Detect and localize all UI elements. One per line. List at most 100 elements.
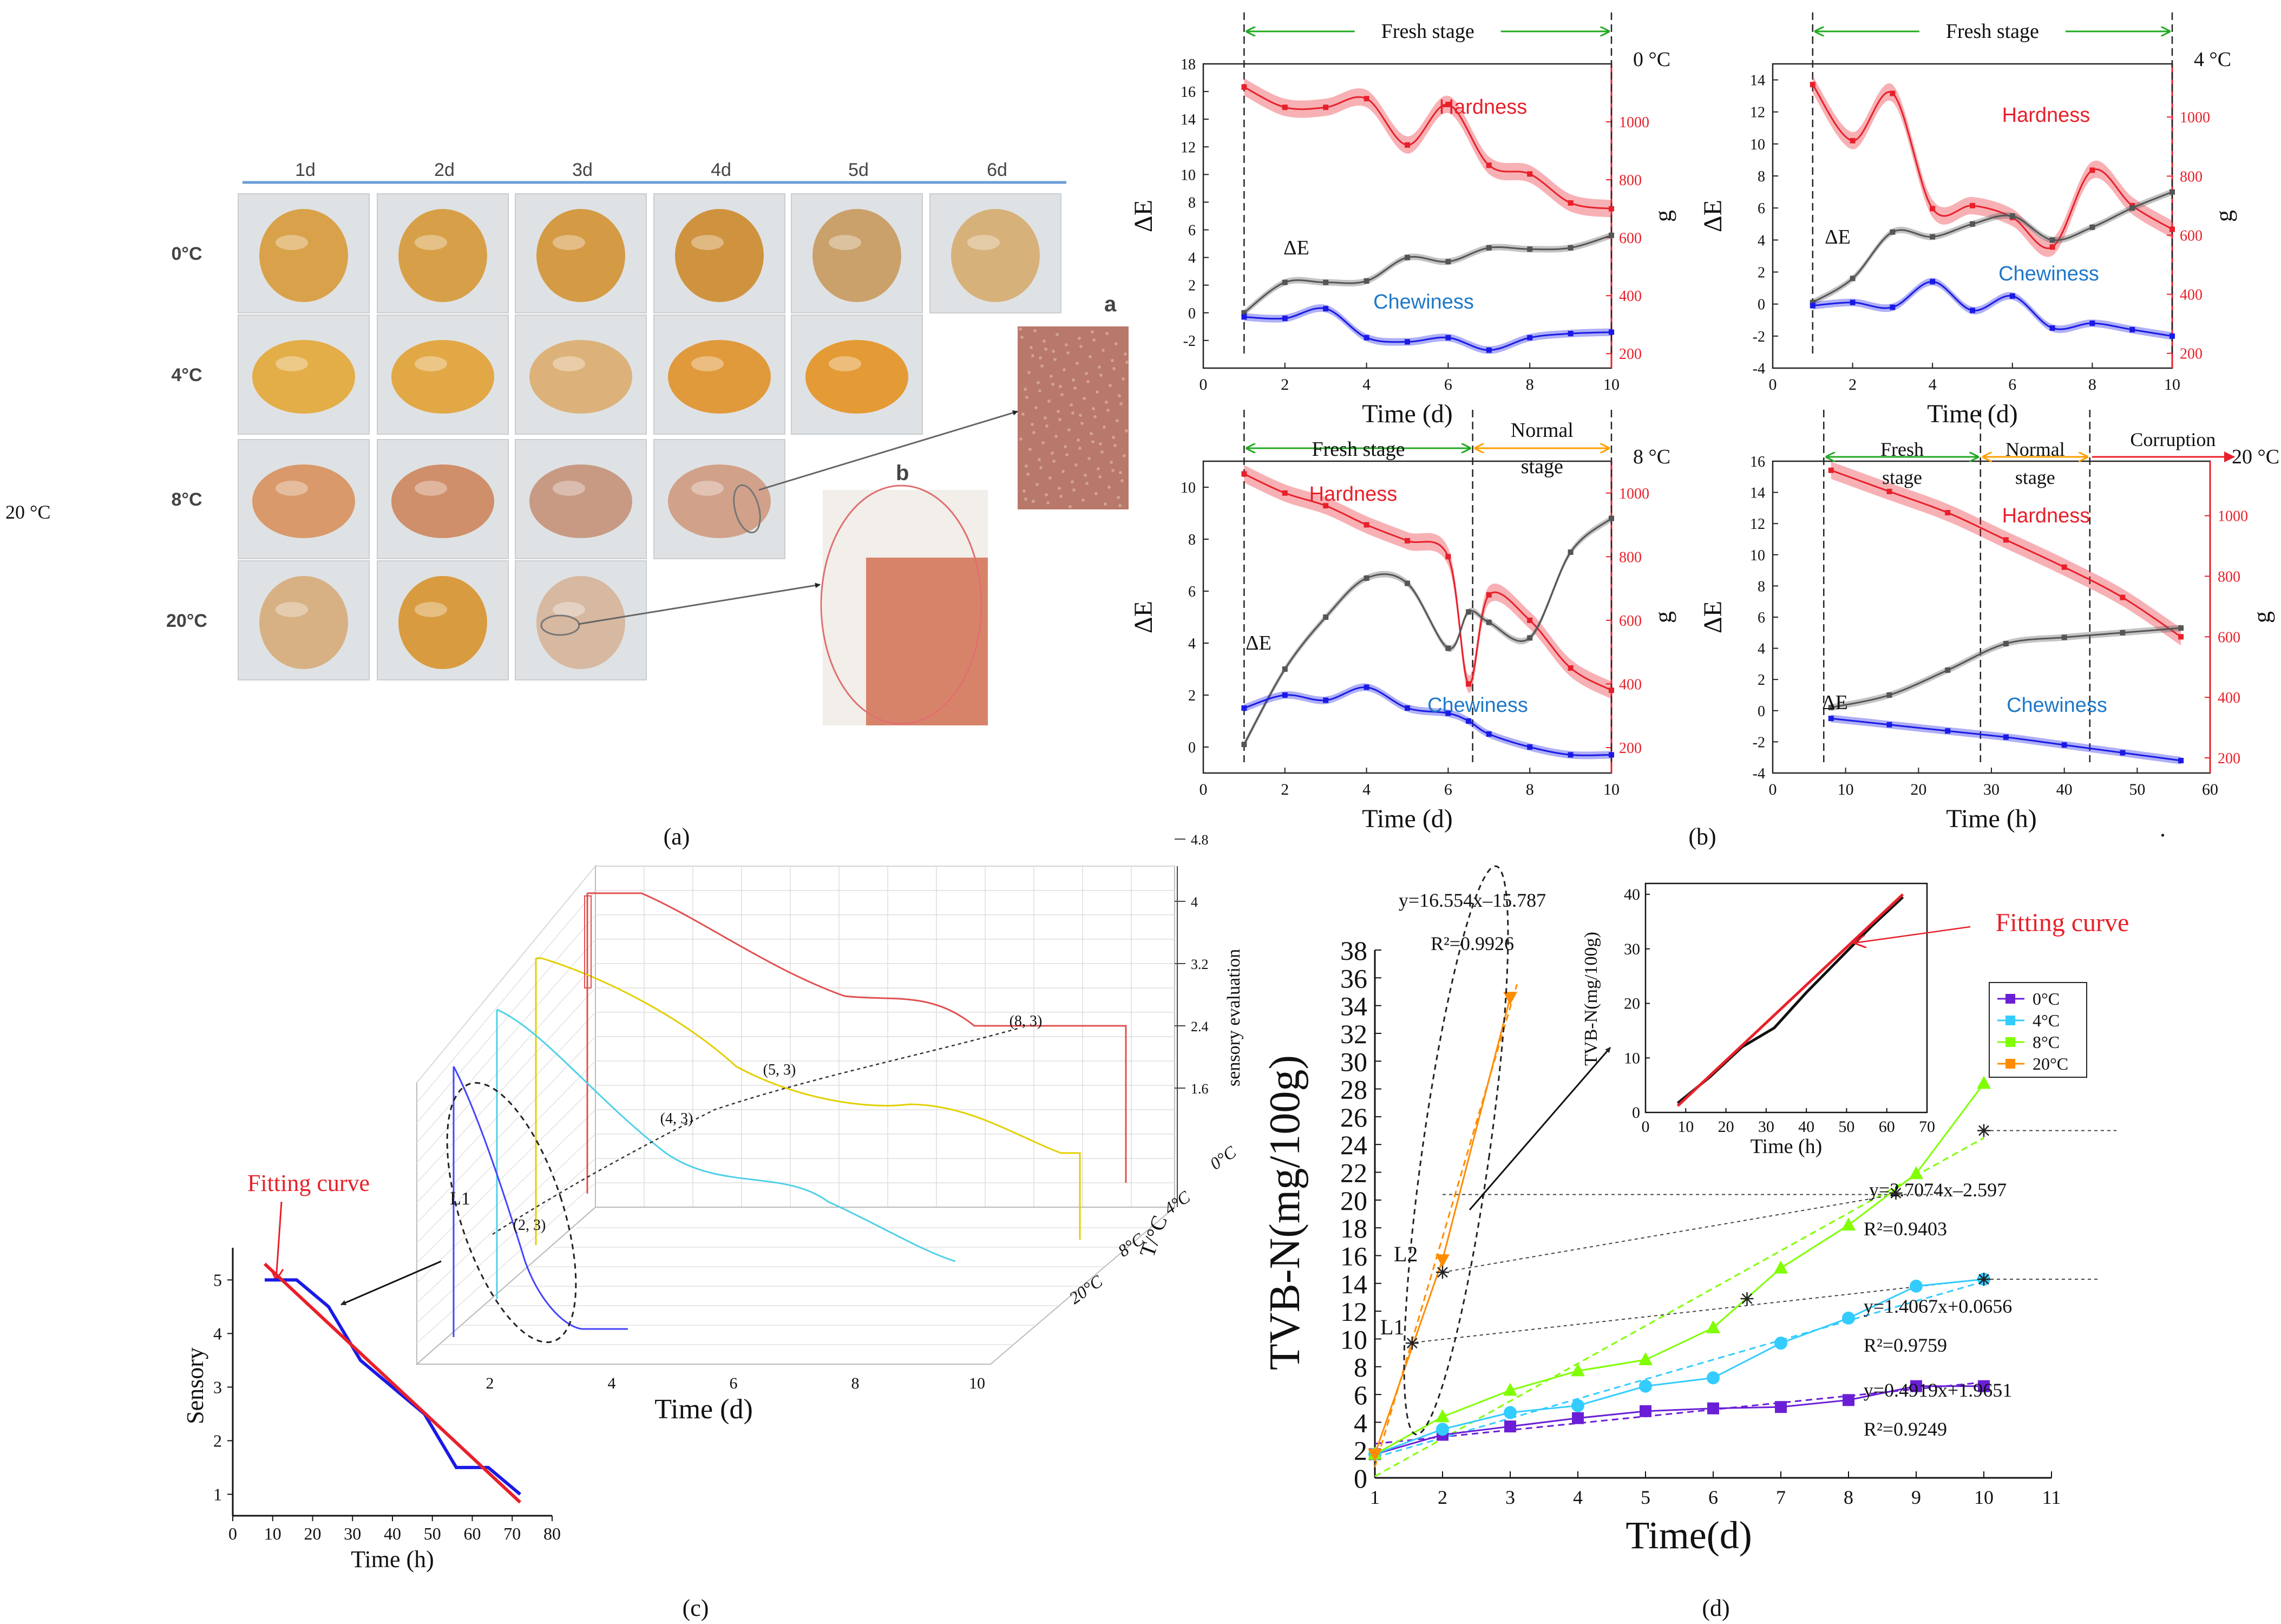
depth-tick-label: 20°C — [1065, 1271, 1106, 1308]
inset-a-texture-dot — [1085, 372, 1088, 375]
x-axis-label: Time (d) — [654, 1394, 753, 1425]
inset-a-texture-dot — [1061, 470, 1065, 473]
depth-axis-label: T/°C — [1135, 1212, 1172, 1260]
inset-y-tick-label: 10 — [1624, 1049, 1640, 1067]
inset-a-texture-dot — [1120, 479, 1124, 482]
side-grid-h — [416, 1085, 596, 1263]
delta-e-point — [1828, 705, 1834, 711]
y-left-tick-label: 6 — [1758, 610, 1765, 626]
tvbn-series-2 — [1374, 1083, 1985, 1455]
inset-a-texture-dot — [1124, 352, 1127, 356]
texture-chart-2: 0 2 4 6 8 10 Time (d) 0 2 4 6 8 10 ΔE 200 400 600 800 1000… — [1129, 410, 1676, 833]
y-tick-label: 34 — [1340, 991, 1367, 1021]
side-wall — [416, 865, 596, 1366]
inset-a-texture-dot — [1072, 378, 1075, 382]
r-squared-1: R²=0.9403 — [1864, 1218, 1947, 1240]
threshold-asterisk — [1977, 1124, 1990, 1137]
inset-a-texture-dot — [1067, 428, 1071, 431]
inset-a-texture-dot — [1105, 401, 1108, 404]
delta-e-point — [1364, 575, 1369, 581]
x-tick-label: 0 — [1200, 781, 1208, 798]
x-tick-label: 0 — [1769, 781, 1777, 798]
x-axis-label: Time (d) — [1927, 400, 2018, 428]
inset-a-texture-dot — [1052, 350, 1055, 353]
y-right-tick-label: 400 — [2218, 690, 2240, 706]
x-tick-label: 4 — [1929, 376, 1937, 394]
inset-a-texture-dot — [1059, 385, 1062, 388]
y-right-tick-label: 600 — [1619, 613, 1642, 630]
label-hardness: Hardness — [1309, 483, 1398, 506]
delta-e-point — [1486, 619, 1492, 625]
threshold-asterisk — [1977, 1273, 1990, 1286]
inset-a-texture-dot — [1099, 442, 1102, 446]
inset-a-texture-dot — [1092, 338, 1096, 342]
chicken-breast-sample — [529, 340, 632, 414]
chewiness-point — [1466, 718, 1472, 724]
fresh-stage-label: Fresh stage — [1381, 20, 1474, 43]
inset-a-texture-dot — [1053, 358, 1057, 361]
hardness-point — [1405, 142, 1410, 148]
inset-a-texture-dot — [1044, 348, 1047, 351]
stray-label-20c: 20 °C — [5, 501, 50, 523]
inset-a-texture-dot — [1091, 330, 1094, 333]
corruption-label: Corruption — [2130, 429, 2216, 450]
col-header-2d: 2d — [434, 160, 455, 180]
plot-frame — [1202, 460, 1613, 774]
inset-a-texture-dot — [1057, 410, 1060, 413]
marker-8c — [1977, 1076, 1991, 1089]
inset-a-texture-dot — [1089, 355, 1092, 358]
hardness-point — [2089, 167, 2095, 173]
delta-e-point — [1241, 742, 1247, 748]
inset-b-circle — [820, 484, 982, 725]
fresh-stage-label-1: Fresh — [1880, 438, 1924, 460]
inset-a-texture-dot — [1037, 381, 1040, 384]
depth-tick-label: 0°C — [1206, 1142, 1240, 1174]
x-tick-label: 8 — [851, 1374, 860, 1392]
inset-a-texture-dot — [1069, 505, 1072, 508]
depth-tick-label: 4°C — [1160, 1187, 1194, 1219]
inset-a-texture-dot — [1025, 464, 1028, 468]
inset-a-texture-dot — [1021, 412, 1025, 416]
chicken-breast-sample — [252, 340, 355, 414]
delta-e-point — [2049, 237, 2055, 243]
inset-a-texture-dot — [1112, 367, 1116, 370]
side-grid-h — [416, 1134, 596, 1304]
inset-a-texture-dot — [1027, 371, 1031, 374]
x-tick-label: 10 — [1603, 376, 1620, 394]
z-tick-label: 1.6 — [1191, 1081, 1209, 1097]
marker-4c — [1436, 1423, 1449, 1436]
inset-a-texture-dot — [1110, 461, 1113, 464]
y-left-tick-label: 18 — [1181, 56, 1196, 73]
inset-a-texture-dot — [1051, 451, 1054, 455]
marker-4c — [1774, 1337, 1787, 1350]
inset-a-texture-dot — [1024, 388, 1027, 391]
label-c: (c) — [683, 1595, 709, 1621]
y-left-tick-label: 0 — [1188, 739, 1196, 756]
threshold-asterisk — [1436, 1266, 1449, 1279]
label-hardness: Hardness — [1439, 96, 1528, 119]
y-left-tick-label: 10 — [1750, 136, 1765, 153]
y-right-tick-label: 200 — [2218, 750, 2240, 767]
inset-a-texture-dot — [1123, 454, 1126, 457]
inset-a-label: a — [1104, 292, 1117, 316]
inset-a-texture-dot — [1107, 486, 1111, 489]
inset-a-texture-dot — [1065, 343, 1068, 346]
inset-a-texture-dot — [1019, 328, 1022, 331]
delta-e-point — [1527, 246, 1533, 252]
chewiness-point — [1445, 710, 1451, 716]
normal-stage-label-1: Normal — [1511, 419, 1574, 442]
side-grid-h — [416, 890, 596, 1103]
inset-a-texture-dot — [1098, 365, 1101, 369]
inset-a-texture-dot — [1112, 436, 1115, 439]
inset-a-texture-dot — [1034, 406, 1038, 409]
y-right-tick-label: 800 — [2180, 168, 2203, 185]
chewiness-point — [2129, 327, 2135, 333]
stage-label-bg — [1354, 15, 1501, 45]
label-hardness: Hardness — [2002, 104, 2090, 127]
x-tick-label: 8 — [1844, 1487, 1853, 1508]
legend-label-2: 8°C — [2033, 1032, 2060, 1052]
x-tick-label: 40 — [2056, 781, 2073, 798]
inset-a-texture-dot — [1048, 476, 1052, 480]
x-tick-label: 30 — [1983, 781, 2000, 798]
x-axis-label: Time (d) — [1362, 400, 1453, 428]
